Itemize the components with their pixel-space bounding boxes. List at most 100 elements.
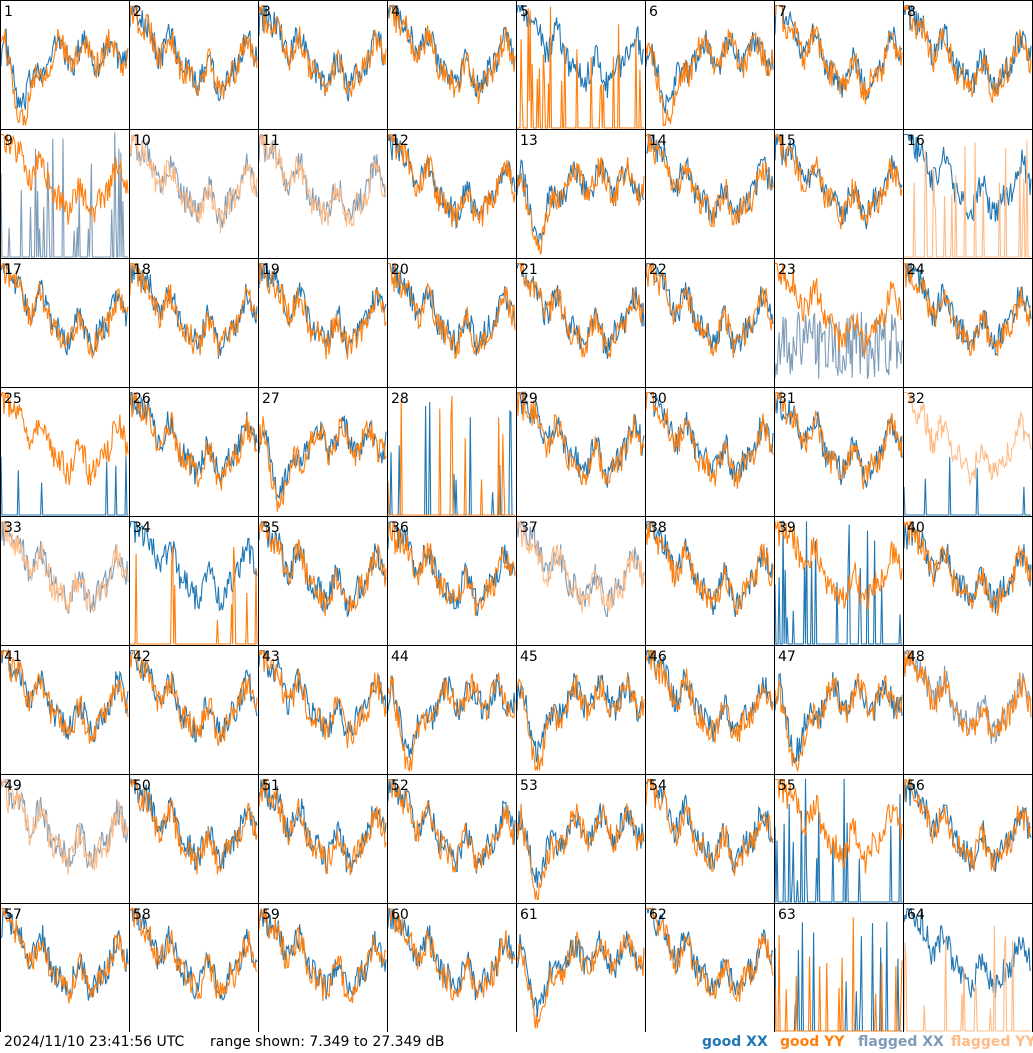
panel-14: 14: [645, 133, 774, 228]
panel-label: 56: [907, 778, 925, 794]
panel-17: 17: [0, 262, 129, 360]
legend-flagged-xx: flagged XX: [858, 1034, 944, 1050]
series-yy-line: [774, 520, 903, 610]
series-xx-line: [258, 778, 387, 874]
panel-31: 31: [774, 390, 903, 490]
panel-label: 62: [649, 907, 667, 923]
panel-label: 1: [4, 4, 13, 20]
panel-label: 49: [4, 778, 22, 794]
panel-6: 6: [645, 4, 774, 127]
panel-53: 53: [516, 778, 645, 901]
series-yy-line: [774, 917, 903, 1032]
series-yy-line: [387, 395, 515, 516]
panel-label: 33: [4, 520, 22, 536]
series-xx-line: [0, 132, 128, 258]
panel-label: 51: [262, 778, 280, 794]
panel-label: 38: [649, 520, 667, 536]
panel-label: 39: [778, 520, 796, 536]
panel-label: 31: [778, 391, 796, 407]
panel-11: 11: [258, 133, 387, 228]
panel-7: 7: [774, 4, 903, 105]
series-yy-line: [516, 673, 645, 771]
panel-label: 60: [391, 907, 409, 923]
series-yy-line: [774, 672, 903, 773]
panel-label: 54: [649, 778, 667, 794]
series-xx-line: [387, 674, 516, 758]
series-xx-line: [129, 263, 258, 359]
series-yy-line: [645, 391, 774, 489]
panel-label: 64: [907, 907, 925, 923]
series-yy-line: [516, 391, 645, 486]
panel-26: 26: [129, 391, 258, 491]
panel-label: 15: [778, 133, 796, 149]
series-yy-line: [774, 390, 903, 490]
series-yy-line: [258, 416, 387, 512]
series-xx-line: [258, 908, 387, 1000]
series-yy-line: [388, 907, 516, 1001]
series-yy-line: [516, 519, 645, 613]
series-xx-line: [387, 520, 516, 617]
series-xx-line: [516, 672, 645, 763]
panel-label: 50: [133, 778, 151, 794]
panel-52: 52: [387, 778, 516, 874]
series-yy-line: [645, 262, 774, 358]
panel-label: 21: [520, 262, 538, 278]
panel-16: 16: [904, 133, 1032, 258]
panel-28: 28: [387, 391, 515, 516]
panel-30: 30: [645, 391, 774, 489]
panel-label: 53: [520, 778, 538, 794]
range-label: range shown: 7.349 to 27.349 dB: [210, 1034, 445, 1050]
series-yy-line: [0, 262, 129, 360]
series-xx-line: [387, 778, 516, 874]
panel-18: 18: [129, 262, 258, 359]
panel-label: 3: [262, 4, 271, 20]
panel-56: 56: [903, 777, 1032, 872]
series-yy-line: [775, 778, 903, 874]
panel-50: 50: [129, 777, 258, 875]
series-yy-line: [129, 778, 258, 875]
panel-24: 24: [904, 262, 1032, 357]
series-yy-line: [387, 133, 516, 228]
series-yy-line: [903, 520, 1032, 616]
panel-label: 42: [133, 649, 151, 665]
series-yy-line: [1, 907, 129, 1004]
legend-good-yy: good YY: [780, 1034, 845, 1050]
panel-label: 30: [649, 391, 667, 407]
panel-12: 12: [387, 133, 516, 229]
series-xx-line: [645, 520, 774, 617]
series-xx-line: [903, 907, 1032, 998]
series-yy-line: [258, 649, 387, 749]
panel-label: 26: [133, 391, 151, 407]
panel-5: 5: [516, 4, 645, 129]
series-yy-line: [645, 133, 774, 228]
panel-10: 10: [129, 133, 258, 234]
panel-label: 19: [262, 262, 280, 278]
panel-38: 38: [645, 520, 774, 617]
series-yy-line: [387, 520, 516, 617]
series-yy-line: [775, 262, 903, 357]
series-xx-line: [903, 649, 1032, 744]
series-yy-line: [0, 391, 129, 486]
series-xx-line: [129, 777, 258, 871]
panel-label: 20: [391, 262, 409, 278]
series-yy-line: [129, 649, 258, 747]
series-yy-line: [517, 6, 644, 129]
panel-19: 19: [258, 262, 387, 360]
series-yy-line: [517, 262, 645, 359]
series-xx-line: [258, 262, 387, 358]
series-xx-line: [774, 520, 902, 645]
series-yy-line: [387, 672, 516, 773]
panel-label: 28: [391, 391, 409, 407]
panel-40: 40: [903, 520, 1032, 616]
panel-58: 58: [129, 907, 258, 1001]
series-yy-line: [129, 133, 258, 234]
panel-label: 10: [133, 133, 151, 149]
panel-44: 44: [387, 649, 516, 773]
panel-20: 20: [388, 262, 516, 360]
panel-label: 61: [520, 907, 538, 923]
panel-label: 41: [4, 649, 22, 665]
panel-15: 15: [774, 133, 903, 230]
series-yy-line: [1, 133, 129, 225]
series-yy-line: [903, 4, 1032, 103]
